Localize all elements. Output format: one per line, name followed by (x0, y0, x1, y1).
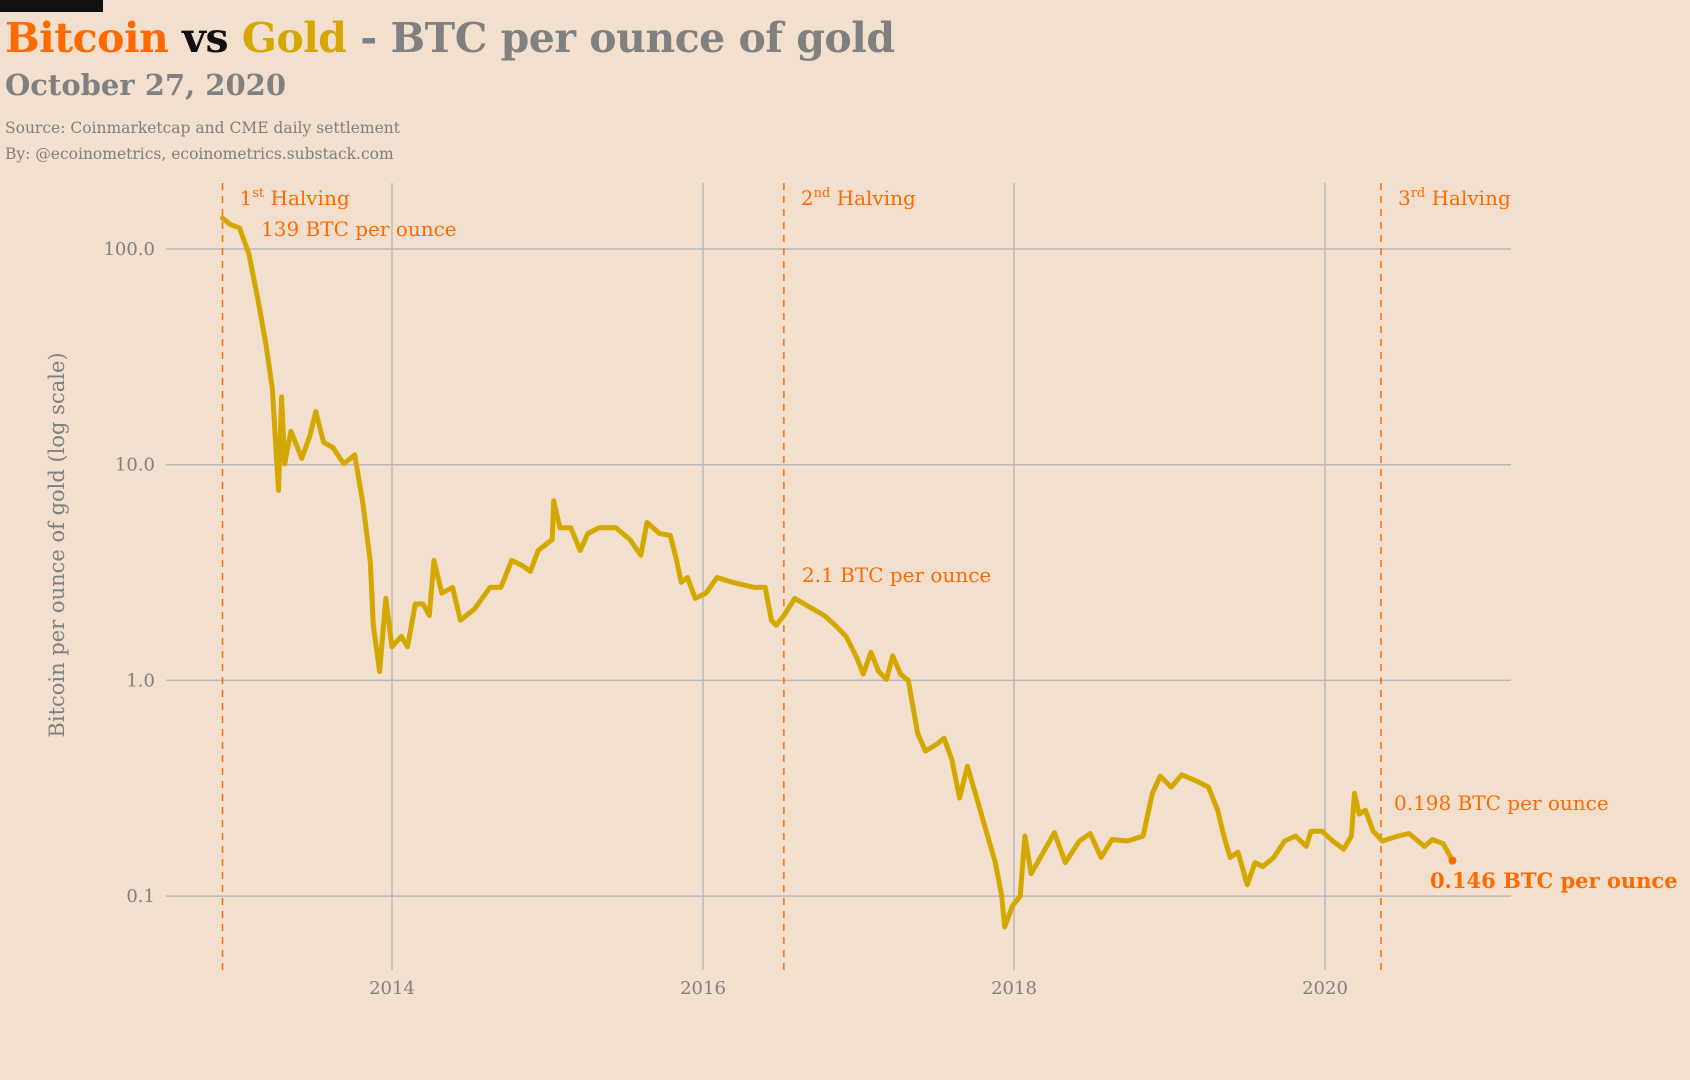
value-annotation: 0.198 BTC per ounce (1394, 791, 1609, 815)
byline: By: @ecoinometrics, ecoinometrics.substa… (5, 145, 394, 163)
title-vs: vs (182, 14, 229, 62)
y-tick-label: 0.1 (126, 886, 155, 907)
halving-label: 3rd Halving (1398, 186, 1511, 210)
title-rest: - BTC per ounce of gold (360, 14, 895, 62)
value-annotation: 0.146 BTC per ounce (1430, 868, 1678, 893)
value-annotation: 2.1 BTC per ounce (802, 563, 991, 587)
chart-date: October 27, 2020 (5, 68, 287, 102)
x-tick-label: 2016 (680, 978, 726, 999)
value-annotation: 139 BTC per ounce (261, 217, 457, 241)
latest-point-marker (1448, 856, 1457, 865)
chart-title: Bitcoin vs Gold - BTC per ounce of gold (5, 14, 895, 62)
title-gold: Gold (241, 14, 347, 62)
y-tick-label: 10.0 (115, 455, 155, 476)
title-bitcoin: Bitcoin (5, 14, 169, 62)
source-note: Source: Coinmarketcap and CME daily sett… (5, 119, 400, 137)
x-tick-label: 2020 (1302, 978, 1348, 999)
x-tick-label: 2014 (369, 978, 415, 999)
btc-per-gold-line (220, 215, 1455, 930)
y-tick-label: 100.0 (103, 239, 155, 260)
top-bar (0, 0, 103, 12)
y-axis-label: Bitcoin per ounce of gold (log scale) (45, 352, 69, 737)
y-tick-label: 1.0 (126, 670, 155, 691)
halving-label: 1st Halving (240, 186, 350, 210)
x-tick-label: 2018 (991, 978, 1037, 999)
halving-label: 2nd Halving (801, 186, 916, 210)
